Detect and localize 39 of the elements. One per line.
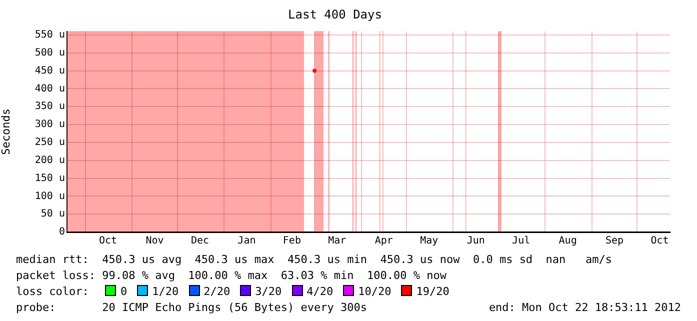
text: probe: 20 ICMP Echo Pings (56 Bytes) every 300s [16,301,367,315]
legend-label: 0 [120,285,128,298]
y-tick-label: 50 u [40,208,65,220]
y-tick-label: 450 u [34,65,65,76]
text: end: Mon Oct 22 18:53:11 2012 [488,301,681,315]
legend-label: 1/20 [152,285,179,298]
legend-label: 3/20 [255,285,282,298]
legend-label: 4/20 [306,285,334,298]
legend-label: 10/20 [358,285,392,298]
x-tick-label: Sep [606,236,624,247]
y-tick-label: 400 u [34,83,65,94]
legend-label: 19/20 [416,285,450,298]
y-tick-label: 0 [58,226,65,238]
legend-label: 2/20 [204,285,230,298]
y-tick-label: 550 u [34,30,65,41]
x-tick-label: Apr [374,236,393,247]
y-tick-label: 300 u [34,119,65,130]
y-tick-label: 250 u [34,137,65,148]
x-tick-label: Mar [328,236,346,247]
legend-title: loss color: [16,285,90,298]
text: packet loss: 99.08 % avg 100.00 % max 63.03 % min 100.00 % now [16,269,446,283]
text: median rtt: 450.3 us avg 450.3 us max 450.3 us min 450.3 us now 0.0 ms sd nan am/s [16,253,612,267]
x-tick-label: Jan [238,236,256,247]
x-tick-label: Jul [512,236,530,247]
x-tick-label: Jun [466,236,485,247]
chart-title: Last 400 Days [288,7,382,22]
x-tick-label: Oct [98,236,118,247]
y-tick-label: 350 u [34,101,65,112]
y-tick-label: 100 u [34,190,65,202]
x-tick-label: Nov [146,236,164,247]
x-tick-label: Feb [282,236,301,247]
y-tick-label: 200 u [34,154,65,166]
y-tick-label: 150 u [34,172,65,184]
x-tick-label: Aug [558,236,577,247]
x-tick-label: Oct [650,236,669,247]
y-tick-label: 500 u [34,47,65,58]
x-tick-label: May [420,236,438,247]
y-axis-title: Seconds [0,108,12,155]
x-tick-label: Dec [190,236,210,247]
